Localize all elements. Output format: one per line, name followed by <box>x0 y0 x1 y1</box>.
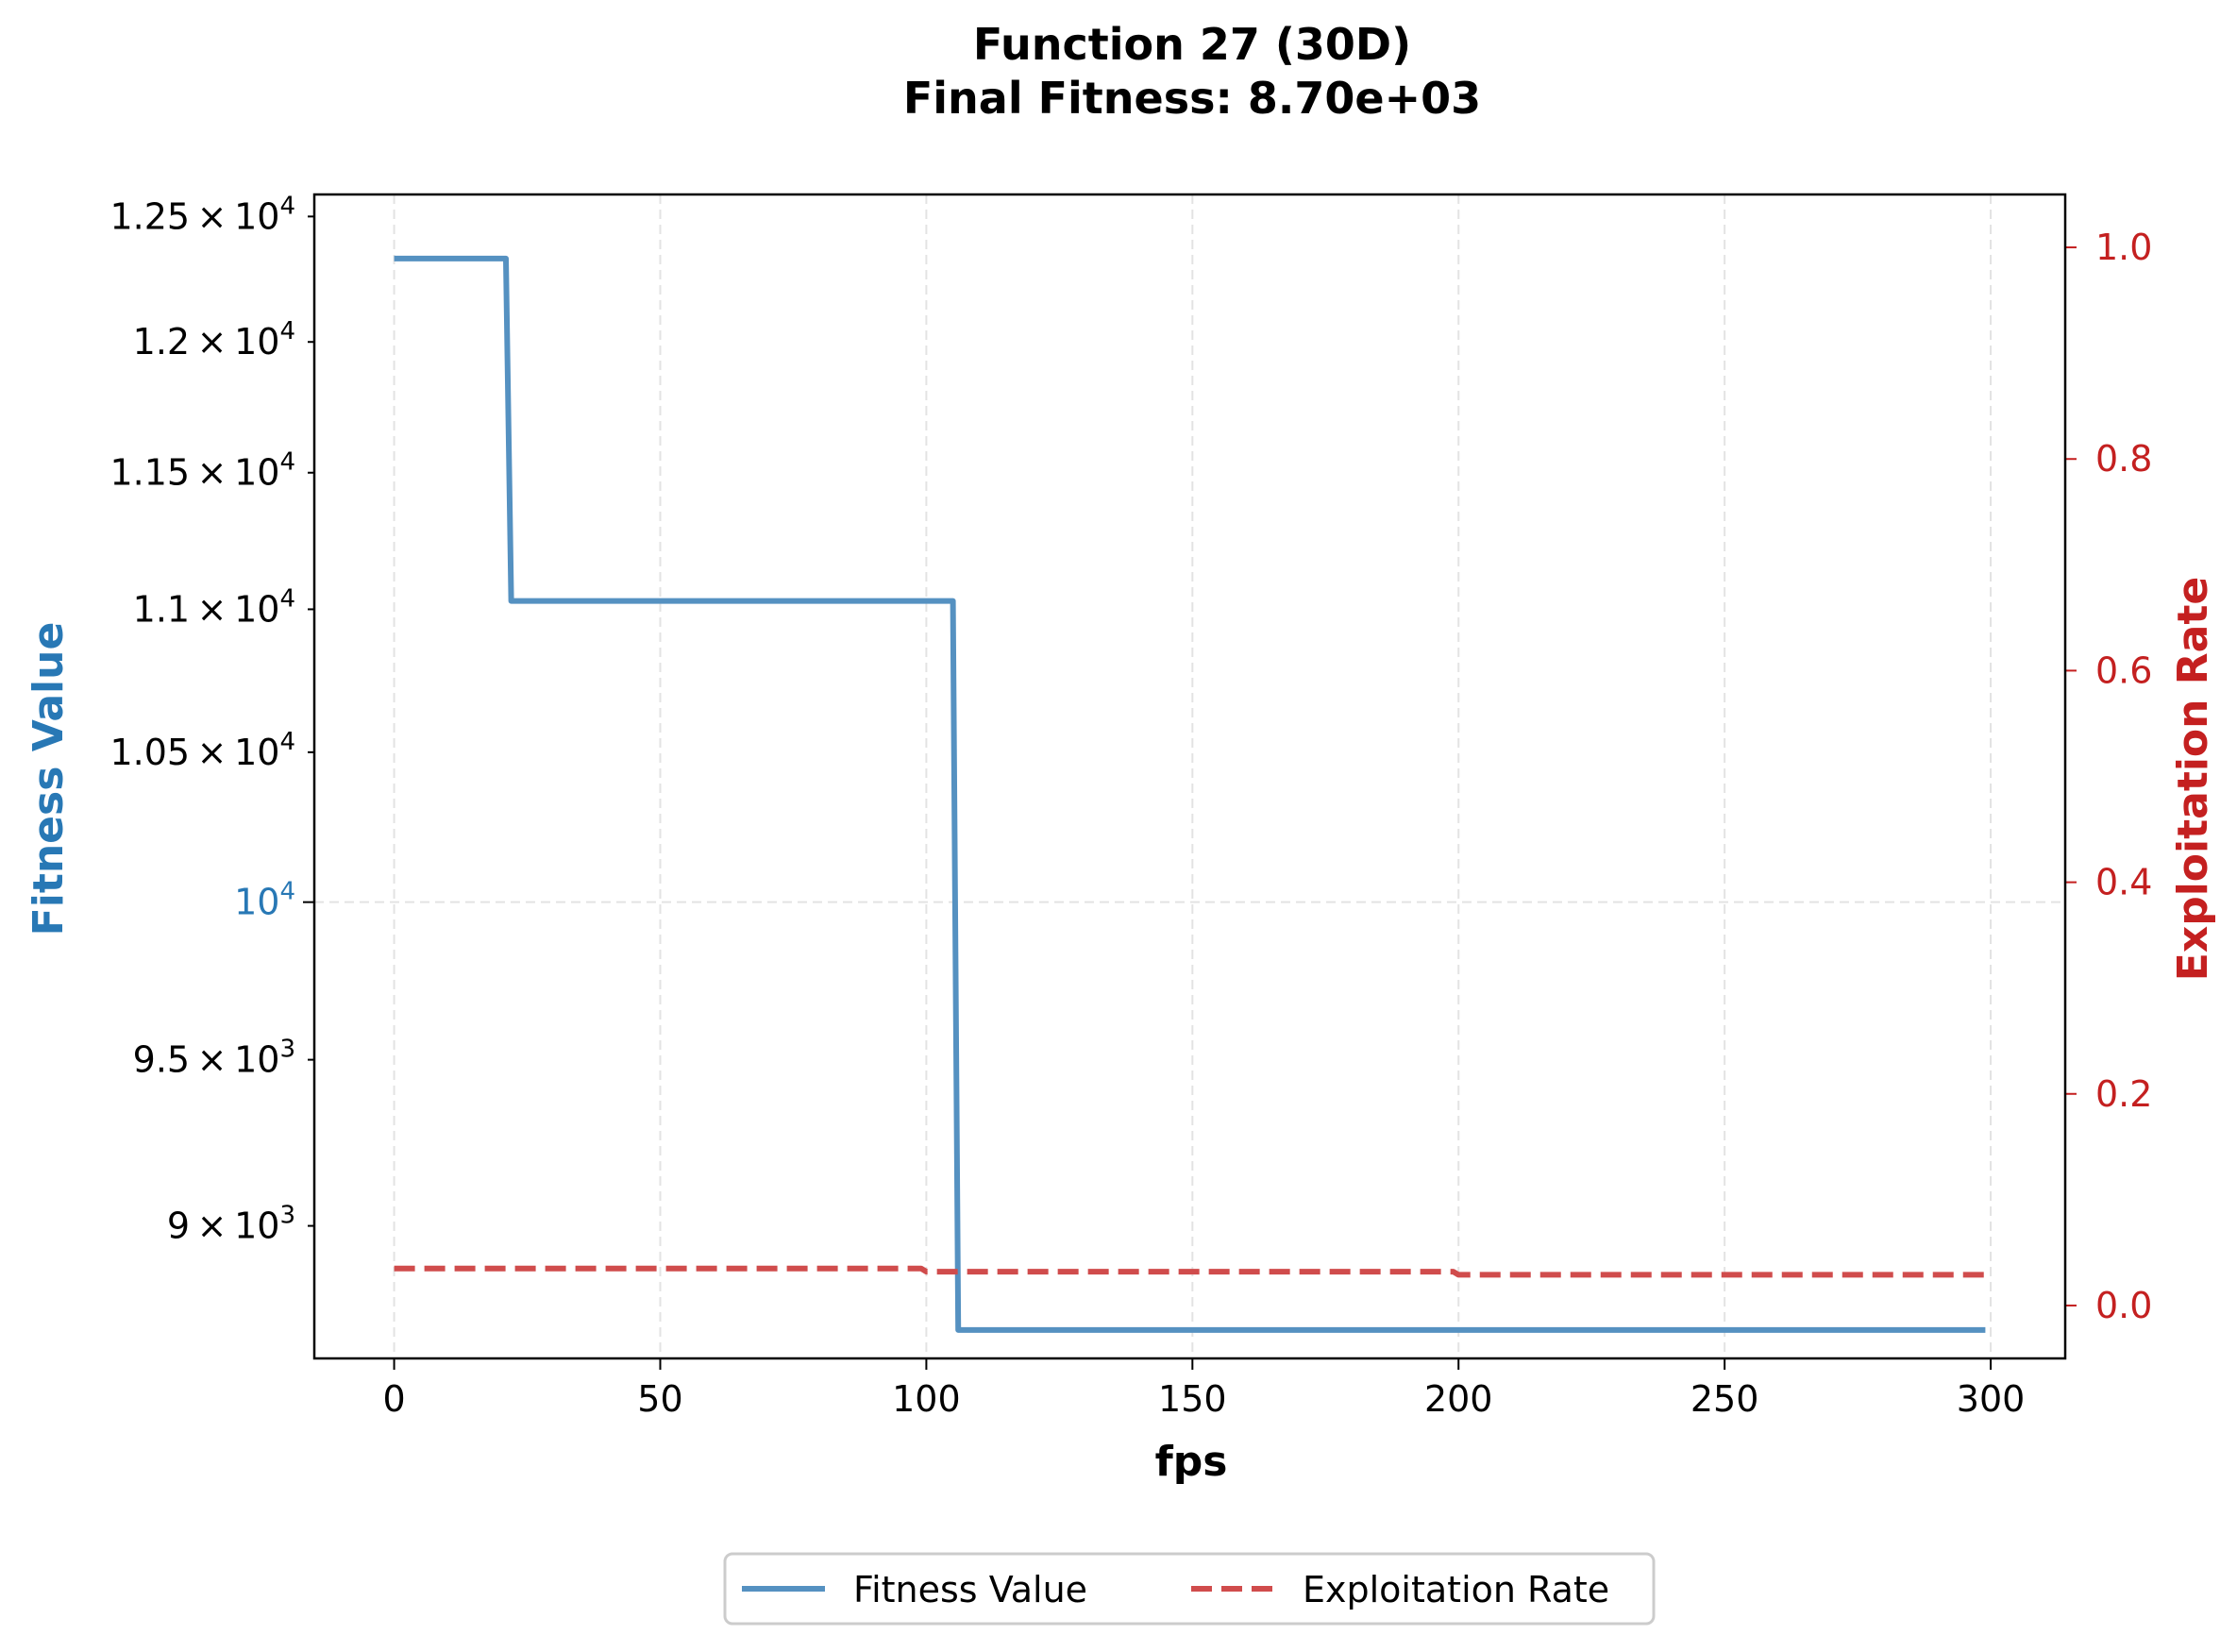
x-tick-label: 0 <box>382 1378 405 1420</box>
x-tick-label: 100 <box>892 1378 961 1420</box>
legend-box <box>723 1552 1656 1626</box>
y-right-tick-label: 1.0 <box>2095 227 2152 268</box>
y-right-tick-label: 0.8 <box>2095 438 2152 480</box>
y-axis-left-label: Fitness Value <box>25 622 73 936</box>
y-left-tick-label: 1.05 × 104 <box>109 728 295 773</box>
legend-label-exploitation: Exploitation Rate <box>1303 1569 1609 1610</box>
x-tick-label: 200 <box>1424 1378 1493 1420</box>
y-left-tick-label: 104 <box>234 878 295 923</box>
y-axis-right-label: Exploitation Rate <box>2169 577 2217 981</box>
series-line-fitness <box>394 255 1986 1333</box>
y-right-tick-label: 0.2 <box>2095 1073 2152 1115</box>
plot-frame <box>312 193 2067 1360</box>
series-layer <box>394 255 1986 1333</box>
y-right-tick-label: 0.4 <box>2095 862 2152 903</box>
legend: Fitness Value Exploitation Rate <box>723 1552 1656 1626</box>
x-tick-label: 150 <box>1158 1378 1227 1420</box>
x-tick-label: 300 <box>1957 1378 2026 1420</box>
chart-subtitle: Final Fitness: 8.70e+03 <box>903 73 1481 124</box>
x-tick-label: 50 <box>637 1378 682 1420</box>
y-left-tick-label: 1.25 × 104 <box>109 192 295 237</box>
chart-title: Function 27 (30D) <box>973 19 1411 70</box>
x-tick-label: 250 <box>1690 1378 1759 1420</box>
text-layer: Function 27 (30D) Final Fitness: 8.70e+0… <box>25 19 2217 1486</box>
y-left-tick-label: 9 × 103 <box>167 1202 295 1247</box>
x-axis-label: fps <box>1155 1438 1228 1486</box>
y-left-tick-label: 1.15 × 104 <box>109 448 295 494</box>
series-line-exploitation <box>394 1265 1986 1278</box>
y-right-tick-label: 0.6 <box>2095 649 2152 691</box>
legend-label-fitness: Fitness Value <box>853 1569 1087 1610</box>
y-left-tick-label: 1.1 × 104 <box>133 584 295 630</box>
y-left-tick-label: 9.5 × 103 <box>133 1036 295 1081</box>
y-left-tick-label: 1.2 × 104 <box>133 317 295 362</box>
y-right-tick-label: 0.0 <box>2095 1285 2152 1326</box>
axes-layer: 0 50 100 150 200 250 300 1.25 × 104 1.2 × 104 1.1… <box>109 192 2152 1420</box>
grid-layer <box>314 194 2065 1358</box>
